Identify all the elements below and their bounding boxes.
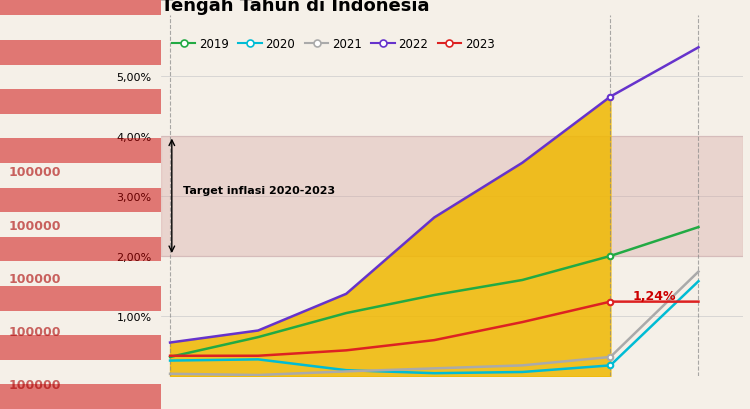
Text: 1,24%: 1,24% xyxy=(632,289,676,302)
Bar xyxy=(0,286,161,311)
Text: 100000: 100000 xyxy=(8,272,61,285)
Bar xyxy=(0,335,161,360)
Text: 100000: 100000 xyxy=(8,379,61,391)
Legend: 2019, 2020, 2021, 2022, 2023: 2019, 2020, 2021, 2022, 2023 xyxy=(167,33,500,56)
Bar xyxy=(0,0,161,16)
Text: 100000: 100000 xyxy=(8,219,61,232)
Text: Target inflasi 2020-2023: Target inflasi 2020-2023 xyxy=(183,185,335,196)
Bar xyxy=(0,41,161,65)
Text: 100000: 100000 xyxy=(8,166,61,179)
Bar xyxy=(0,237,161,262)
Bar xyxy=(0,139,161,164)
Bar xyxy=(0,384,161,409)
Bar xyxy=(0,188,161,213)
Text: 100000: 100000 xyxy=(8,326,61,338)
Bar xyxy=(0,90,161,115)
Bar xyxy=(161,136,742,256)
Text: Tengah Tahun di Indonesia: Tengah Tahun di Indonesia xyxy=(161,0,430,15)
